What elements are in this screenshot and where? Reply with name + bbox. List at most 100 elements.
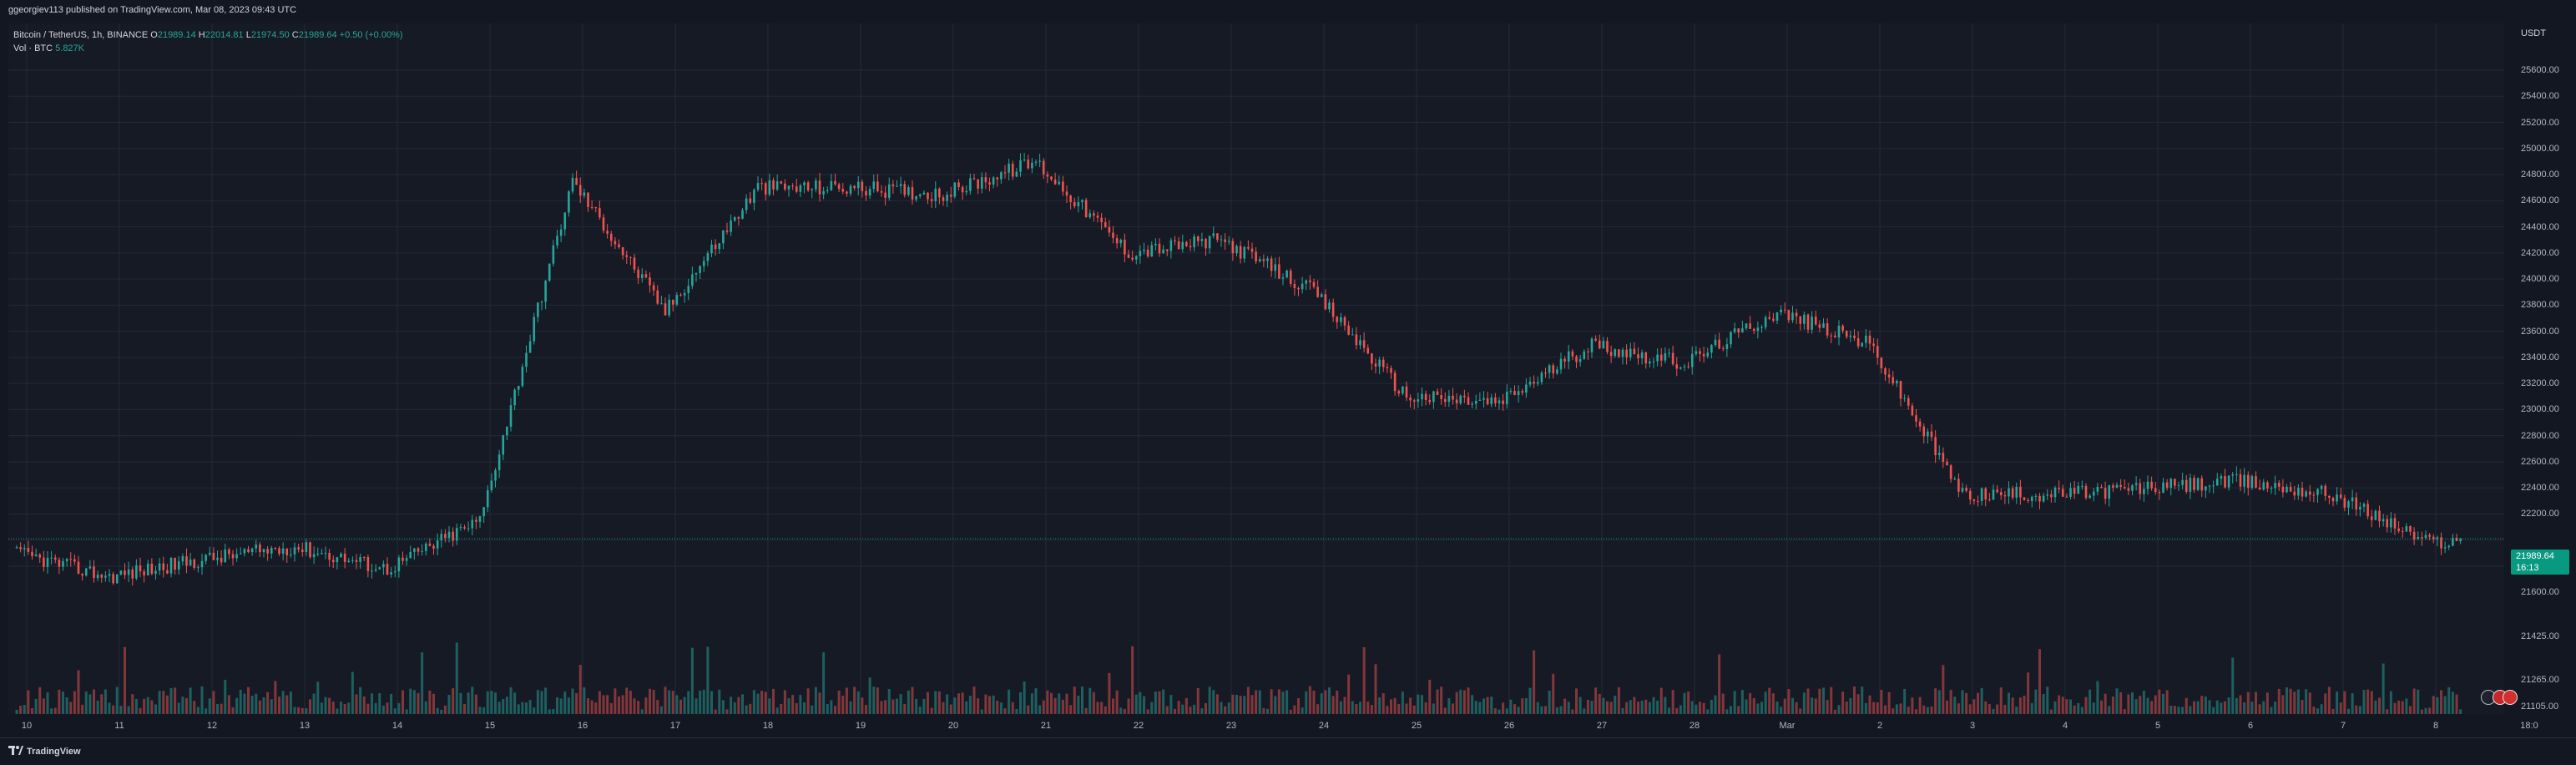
- volume-bar: [1548, 691, 1551, 717]
- candle-body: [2293, 491, 2296, 496]
- volume-bar: [62, 692, 64, 717]
- price-label: 21425.00: [2521, 631, 2559, 641]
- candle-body: [1371, 353, 1373, 364]
- candle-body: [571, 178, 574, 192]
- price-label: 25000.00: [2521, 143, 2559, 154]
- candle-body: [918, 194, 922, 196]
- volume-bar: [189, 687, 192, 717]
- volume-bar: [621, 695, 624, 717]
- candle-body: [2351, 497, 2354, 502]
- volume-bar: [2243, 702, 2246, 717]
- volume-bar: [1830, 686, 1833, 717]
- candle-body: [1096, 215, 1099, 218]
- volume-bar: [1740, 690, 1744, 717]
- candle-body: [1845, 331, 1848, 337]
- volume-bar: [887, 689, 891, 717]
- volume-bar: [405, 709, 408, 717]
- candle-body: [768, 180, 771, 195]
- candle-body: [46, 557, 49, 567]
- candle-body: [50, 557, 53, 559]
- volume-bar: [1455, 692, 1458, 717]
- volume-bar: [911, 686, 914, 717]
- volume-bar: [1822, 687, 1825, 717]
- candle-body: [1077, 202, 1080, 207]
- volume-bar: [984, 694, 987, 717]
- legend-change: +0.50 (+0.00%): [339, 30, 403, 40]
- volume-bar: [2034, 689, 2038, 717]
- candle-body: [2393, 518, 2397, 529]
- volume-bar: [108, 702, 111, 717]
- candle-body: [671, 299, 674, 305]
- candle-body: [305, 542, 308, 552]
- event-country-flag-icon-2[interactable]: [2503, 690, 2518, 705]
- candle-body: [154, 570, 157, 575]
- volume-bar: [131, 694, 134, 717]
- candle-body: [806, 182, 810, 190]
- volume-bar: [134, 698, 138, 717]
- volume-bar: [2220, 702, 2223, 717]
- candle-body: [1583, 351, 1586, 359]
- volume-bar: [2008, 692, 2010, 717]
- candle-body: [953, 182, 957, 197]
- volume-bar: [1019, 692, 1022, 717]
- volume-bar: [1212, 690, 1215, 717]
- volume-bar: [1432, 703, 1435, 717]
- candle-body: [2343, 498, 2346, 508]
- volume-bar: [1714, 695, 1717, 717]
- candle-body: [228, 549, 230, 555]
- volume-bar: [2374, 700, 2377, 717]
- volume-bar: [2351, 693, 2354, 717]
- volume-bar: [830, 700, 833, 717]
- candle-body: [563, 212, 567, 230]
- candle-body: [1127, 254, 1130, 258]
- time-label: 27: [1596, 721, 1608, 731]
- volume-bar: [2436, 697, 2439, 717]
- candle-body: [1301, 283, 1304, 290]
- candle-body: [1787, 310, 1791, 321]
- candle-body: [1822, 323, 1825, 328]
- volume-bar: [1305, 691, 1308, 717]
- candle-body: [1239, 246, 1242, 259]
- volume-bar: [2331, 708, 2335, 717]
- volume-bar: [509, 686, 513, 717]
- candle-body: [386, 564, 389, 575]
- candle-body: [946, 195, 948, 201]
- candle-body: [775, 181, 779, 190]
- candle-body: [2123, 487, 2126, 489]
- volume-bar: [695, 698, 698, 717]
- candle-body: [1452, 395, 1454, 400]
- candle-body: [1702, 353, 1705, 357]
- volume-bar: [1802, 692, 1806, 717]
- volume-bar: [1231, 694, 1235, 717]
- volume-bar: [2100, 700, 2103, 717]
- candle-body: [2089, 495, 2091, 499]
- candle-body: [1355, 334, 1358, 346]
- candle-body: [2401, 531, 2404, 533]
- candle-body: [1189, 246, 1192, 248]
- volume-bar: [2111, 697, 2114, 717]
- candle-body: [146, 563, 149, 575]
- candle-body: [2146, 481, 2149, 489]
- volume-bar: [1328, 687, 1331, 717]
- candle-body: [1150, 245, 1154, 257]
- candle-body: [278, 548, 280, 554]
- candle-body: [1625, 349, 1628, 357]
- candle-body: [2150, 481, 2153, 489]
- volume-bar: [2339, 702, 2342, 717]
- price-scale[interactable]: USDT 25600.00 25400.00 25200.00 25000.00 248…: [2504, 23, 2576, 737]
- volume-bar: [737, 697, 740, 717]
- volume-bar: [1381, 693, 1385, 717]
- volume-bar: [1058, 693, 1061, 717]
- chart-pane[interactable]: [8, 23, 2504, 737]
- time-scale[interactable]: 10 11 12 13 14 15 16 17 18 19 20 21 22 23 24 25 26 27 28 Ma…: [8, 714, 2576, 737]
- candle-body: [2143, 489, 2145, 494]
- volume-bar: [1181, 704, 1184, 717]
- candle-body: [1706, 352, 1710, 357]
- volume-bar: [706, 646, 710, 717]
- candle-body: [1552, 365, 1555, 374]
- volume-bar: [1165, 706, 1169, 717]
- candle-body: [2084, 485, 2088, 499]
- volume-bar: [2274, 702, 2277, 717]
- volume-bar: [2397, 701, 2401, 717]
- volume-bar: [764, 692, 767, 717]
